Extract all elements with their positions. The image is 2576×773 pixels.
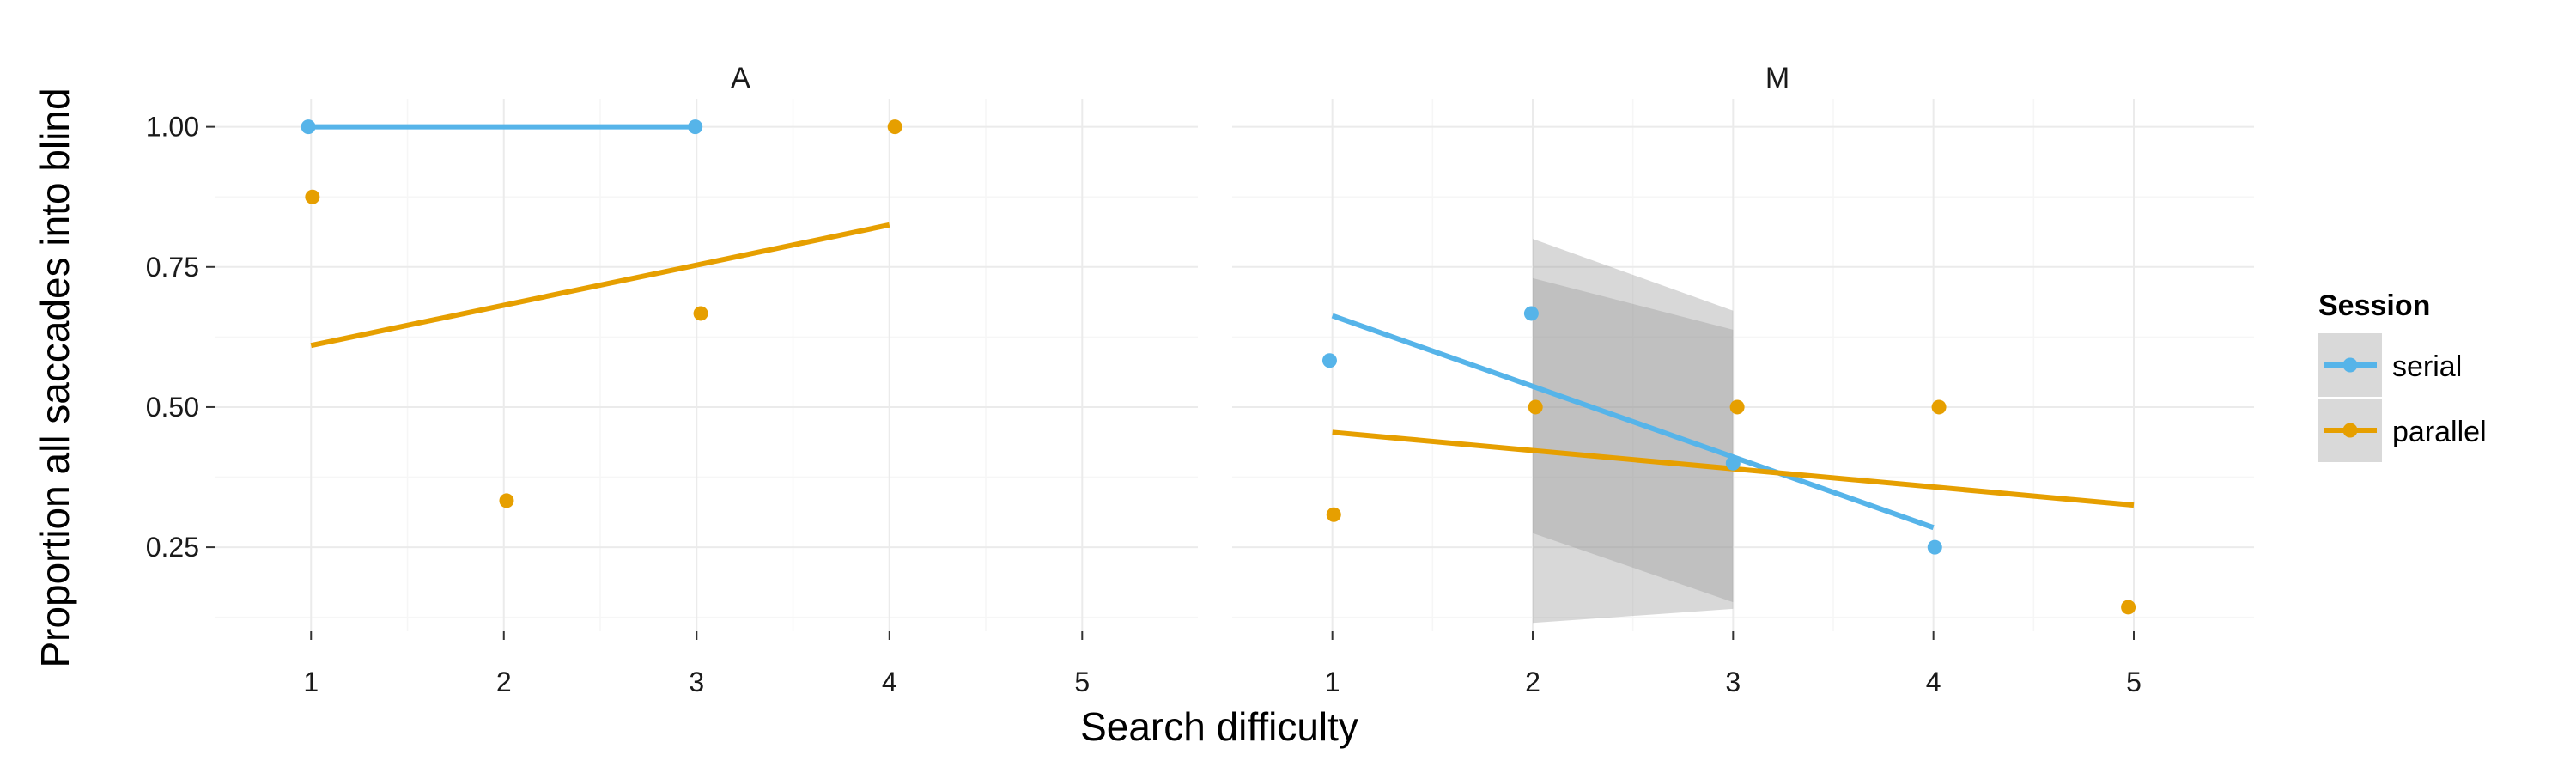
panel-title: A [731,62,750,94]
data-point-parallel [1729,399,1745,415]
data-point-parallel [887,119,902,135]
data-point-parallel [1528,399,1543,415]
y-axis-title: Proportion all saccades into blind [33,88,77,667]
data-point-parallel [2121,600,2136,615]
data-point-parallel [1326,507,1341,522]
data-point-serial [301,119,316,135]
panel-title: M [1765,62,1789,94]
x-tick-label: 2 [496,666,512,697]
x-axis-title: Search difficulty [1080,704,1358,749]
data-point-parallel [305,189,320,204]
x-tick-label: 5 [1074,666,1090,697]
legend-title: Session [2318,289,2430,322]
chart-panels: A 1 2 3 4 5 0.25 0.50 0.75 1.00 M 1 2 3 4 5 [146,62,2254,697]
x-tick-label: 2 [1525,666,1540,697]
fit-line-serial [1331,313,1935,531]
data-point-serial [1321,353,1337,368]
legend-label-serial: serial [2392,350,2462,383]
legend: Session serial parallel [2318,289,2487,462]
data-point-serial [1927,539,1942,555]
panel-a: A 1 2 3 4 5 0.25 0.50 0.75 1.00 [146,62,1198,697]
x-tick-label: 1 [1325,666,1340,697]
x-tick-label: 3 [1725,666,1741,697]
legend-point-serial [2342,357,2358,373]
data-point-serial [1523,306,1539,321]
data-point-serial [1725,455,1741,471]
legend-label-parallel: parallel [2392,416,2487,448]
x-tick-label: 3 [689,666,704,697]
legend-point-parallel [2342,423,2358,438]
panel-m: M 1 2 3 4 5 [1232,62,2254,697]
fit-line-parallel [310,222,890,349]
x-tick-label: 4 [882,666,897,697]
data-point-parallel [693,306,708,321]
confidence-ribbon [1533,239,1734,624]
x-tick-label: 5 [2126,666,2142,697]
y-tick-label: 1.00 [146,112,199,143]
y-tick-label: 0.50 [146,392,199,423]
y-tick-label: 0.25 [146,532,199,563]
y-tick-label: 0.75 [146,252,199,283]
x-tick-label: 4 [1926,666,1941,697]
x-tick-label: 1 [303,666,319,697]
data-point-serial [688,119,703,135]
data-point-parallel [1931,399,1947,415]
confidence-ribbon [1533,277,1734,603]
data-point-parallel [499,493,514,508]
